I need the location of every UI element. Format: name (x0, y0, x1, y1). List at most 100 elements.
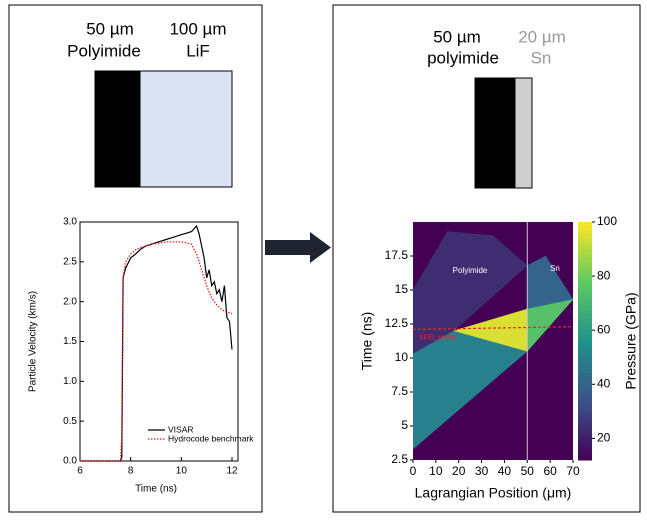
layer-material: Sn (531, 48, 552, 67)
x-axis-label: Lagrangian Position (μm) (415, 485, 572, 501)
map-annotation: Polyimide (453, 266, 488, 275)
colorbar-cell (578, 281, 592, 286)
layer-material: Polyimide (67, 41, 141, 60)
colorbar-cell (578, 456, 592, 461)
colorbar-cell (578, 313, 592, 318)
colorbar-cell (578, 356, 592, 362)
colorbar-cell (578, 436, 592, 441)
colorbar-cell (578, 341, 592, 346)
y-tick-label: 0.0 (63, 456, 77, 467)
colorbar-cell (578, 317, 592, 322)
colorbar-cell (578, 412, 592, 417)
x-tick-label: 40 (498, 464, 512, 478)
arrow-shaft (265, 240, 312, 255)
colorbar-cell (578, 253, 592, 259)
colorbar-cell (578, 301, 592, 306)
x-tick-label: 0 (410, 464, 417, 478)
y-tick-label: 10 (395, 350, 409, 364)
colorbar-cell (578, 364, 592, 370)
y-axis-label: Time (ns) (359, 312, 375, 371)
series-line (80, 224, 233, 462)
colorbar-cell (578, 372, 592, 378)
layer-material: polyimide (427, 48, 499, 67)
colorbar-cell (578, 269, 592, 275)
y-axis-label: Particle Velocity (km/s) (28, 291, 39, 392)
colorbar-cell (578, 368, 592, 374)
y-tick-label: 2.5 (391, 452, 408, 466)
colorbar-cell (578, 444, 592, 449)
colorbar-cell (578, 404, 592, 409)
arrow-head (310, 232, 331, 263)
layer-material: LiF (186, 41, 210, 60)
x-tick-label: 10 (429, 464, 443, 478)
x-tick-label: 6 (77, 466, 83, 477)
colorbar-cell (578, 440, 592, 445)
layer-block (474, 77, 516, 189)
colorbar-cell (578, 261, 592, 267)
colorbar-cell (578, 265, 592, 271)
map-annotation: Sn (550, 264, 560, 273)
layer-thickness: 50 µm (433, 27, 481, 46)
x-tick-label: 30 (475, 464, 489, 478)
colorbar-cell (578, 289, 592, 294)
series-line (80, 241, 233, 462)
colorbar-tick-label: 40 (597, 376, 611, 390)
x-tick-label: 70 (566, 464, 580, 478)
y-tick-label: 15 (395, 282, 409, 296)
x-axis-label: Time (ns) (135, 484, 177, 495)
y-tick-label: 3.0 (63, 217, 77, 228)
colorbar-cell (578, 384, 592, 390)
y-tick-label: 0.5 (63, 416, 77, 427)
x-tick-label: 12 (226, 466, 238, 477)
x-tick-label: 8 (128, 466, 134, 477)
right-panel (332, 4, 641, 513)
colorbar-cell (578, 337, 592, 342)
colorbar-cell (578, 392, 592, 398)
colorbar-cell (578, 309, 592, 314)
colorbar-cell (578, 432, 592, 437)
colorbar-cell (578, 229, 592, 235)
colorbar-cell (578, 325, 592, 330)
colorbar-cell (578, 376, 592, 382)
layer-block (139, 70, 233, 188)
colorbar-cell (578, 408, 592, 413)
colorbar-cell (578, 344, 592, 350)
colorbar-cell (578, 329, 592, 334)
colorbar-tick-label: 80 (597, 268, 611, 282)
plot-frame (79, 221, 239, 462)
colorbar-cell (578, 420, 592, 425)
colorbar-cell (578, 448, 592, 453)
y-tick-label: 2.5 (63, 256, 77, 267)
probe-line (412, 326, 574, 331)
colorbar-cell (578, 257, 592, 263)
x-tick-label: 10 (176, 466, 188, 477)
colorbar-cell (578, 305, 592, 310)
x-tick-label: 60 (543, 464, 557, 478)
y-tick-label: 5 (401, 418, 408, 432)
layer-thickness: 20 µm (518, 27, 566, 46)
layer-block (514, 77, 533, 189)
colorbar-cell (578, 380, 592, 386)
y-tick-label: 2.0 (63, 296, 77, 307)
y-tick-label: 17.5 (385, 248, 409, 262)
x-tick-label: 20 (452, 464, 466, 478)
colorbar-cell (578, 293, 592, 298)
colorbar-tick-label: 60 (597, 322, 611, 336)
colorbar-cell (578, 237, 592, 243)
colorbar-cell (578, 222, 592, 227)
colorbar-cell (578, 285, 592, 290)
layer-thickness: 50 µm (86, 19, 134, 38)
colorbar-cell (578, 333, 592, 338)
colorbar-cell (578, 388, 592, 394)
legend-label: Hydrocode benchmark (168, 433, 254, 443)
colorbar-tick-label: 20 (597, 431, 611, 445)
legend-label: VISAR (168, 424, 194, 434)
colorbar-cell (578, 348, 592, 354)
colorbar-cell (578, 428, 592, 433)
y-tick-label: 12.5 (385, 316, 409, 330)
colorbar-cell (578, 452, 592, 457)
colorbar-cell (578, 249, 592, 255)
probe-label: XFEL probe (419, 334, 456, 341)
